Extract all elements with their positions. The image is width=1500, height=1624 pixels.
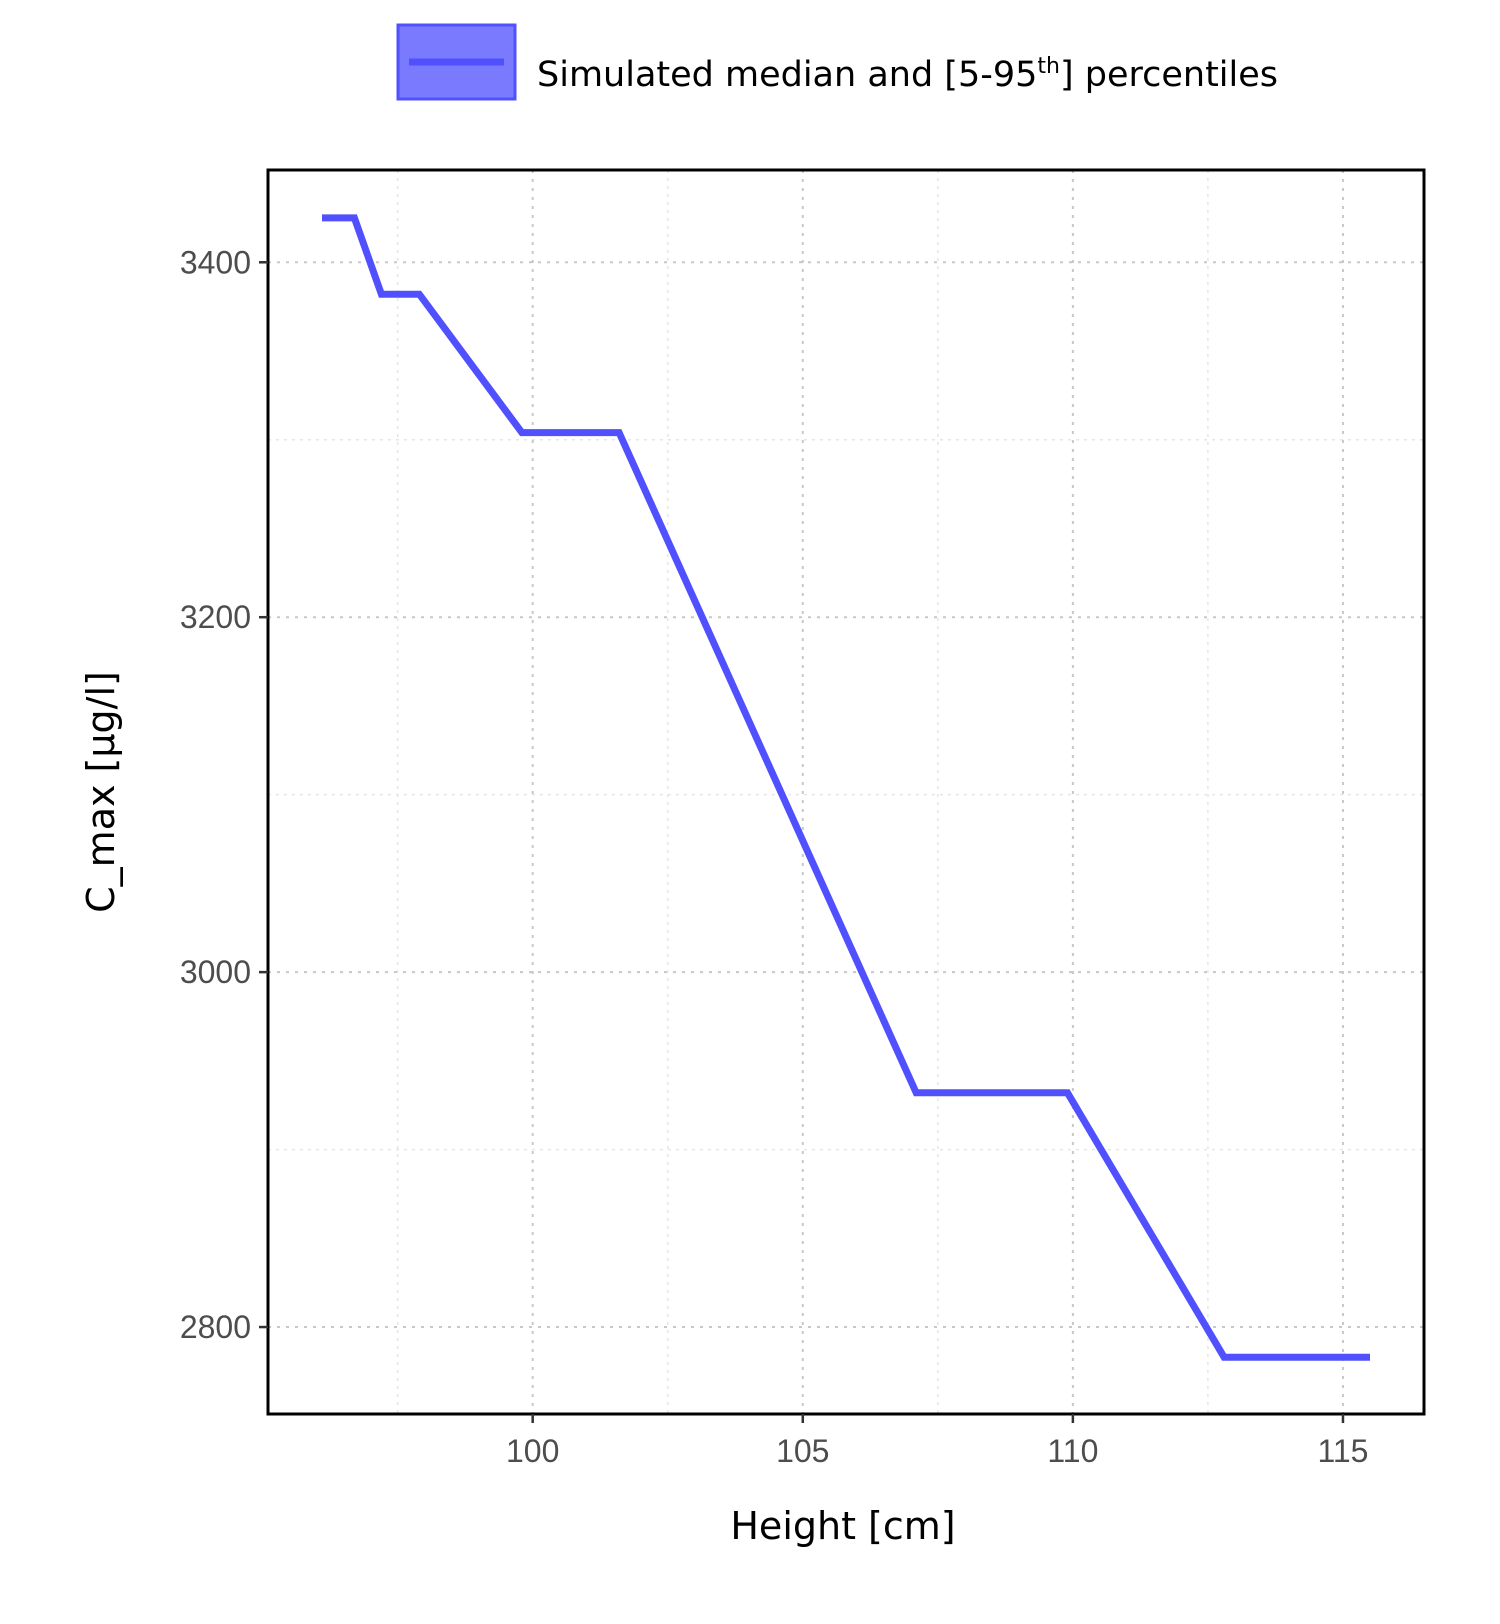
x-tick-label: 115 <box>1317 1433 1368 1469</box>
x-axis-title: Height [cm] <box>730 1504 955 1548</box>
x-tick-label: 105 <box>776 1433 829 1469</box>
legend-label-end: ] percentiles <box>1060 55 1278 95</box>
x-tick-label: 100 <box>506 1433 559 1469</box>
y-tick-label: 3200 <box>180 599 251 635</box>
series-line-median <box>322 214 1370 1361</box>
legend-label-superscript: th <box>1037 54 1060 79</box>
y-tick-label: 2800 <box>180 1309 251 1345</box>
y-tick-label: 3000 <box>180 954 251 990</box>
legend-label: Simulated median and [5-95th] percentile… <box>537 54 1278 95</box>
legend: Simulated median and [5-95th] percentile… <box>396 23 1278 101</box>
series <box>322 214 1370 1361</box>
y-tick-label: 3400 <box>180 244 251 280</box>
plot-frame <box>266 168 1426 1416</box>
ticks: 100 105 110 115 2800 3000 3200 3400 <box>180 244 1369 1469</box>
legend-label-main: Simulated median and [5-95 <box>537 55 1037 95</box>
x-tick-label: 110 <box>1047 1433 1098 1469</box>
grid <box>268 170 1424 1414</box>
y-axis-title: C_max [µg/l] <box>79 671 123 913</box>
